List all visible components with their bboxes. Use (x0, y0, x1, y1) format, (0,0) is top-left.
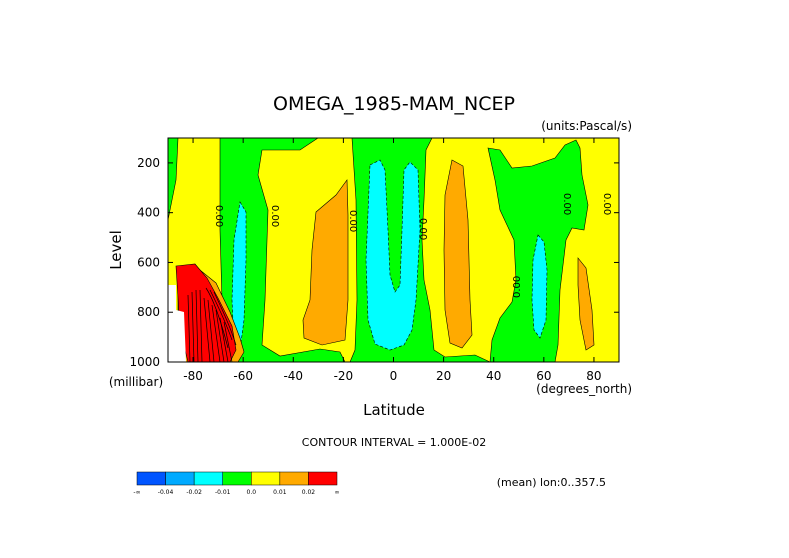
contour-labels: 0.00 0.00 0.00 0.00 0.00 0.00 0.00 (213, 193, 612, 298)
y-tick-label: 1000 (129, 355, 160, 369)
x-tick-label: -60 (233, 369, 253, 383)
x-tick-label: 0 (390, 369, 398, 383)
colorbar-label: ∞ (335, 489, 340, 496)
colorbar-label: -0.02 (186, 489, 202, 496)
colorbar-label: 0.0 (247, 489, 257, 496)
contour-label: 0.00 (601, 193, 612, 215)
units-label: (units:Pascal/s) (541, 119, 632, 133)
contour-label: 0.00 (269, 205, 280, 227)
y-unit-label: (millibar) (109, 375, 163, 389)
colorbar-label: 0.01 (273, 489, 287, 496)
x-axis: -80 -60 -40 -20 0 20 40 60 80 (183, 138, 602, 383)
contour-label: 0.00 (561, 193, 572, 215)
y-axis: 200 400 600 800 1000 (129, 156, 619, 369)
contour-label: 0.00 (347, 210, 358, 232)
colorbar-swatch (136, 471, 166, 486)
cyan-nh-midlat (531, 234, 548, 339)
orange-nh-subtropics (443, 159, 473, 349)
colorbar-swatch (165, 471, 195, 486)
colorbar-label: -0.04 (158, 489, 174, 496)
chart-title: OMEGA_1985-MAM_NCEP (273, 93, 515, 115)
colorbar-label: -∞ (133, 489, 140, 496)
colorbar-swatch (193, 471, 223, 486)
colorbar-swatch (251, 471, 281, 486)
contour-label: 0.00 (512, 276, 523, 298)
x-unit-label: (degrees_north) (536, 382, 632, 396)
y-tick-label: 600 (137, 255, 160, 269)
x-tick-label: -80 (183, 369, 203, 383)
contour-label: 0.00 (213, 205, 224, 227)
mean-note: (mean) lon:0..357.5 (497, 476, 606, 489)
colorbar-label: -0.01 (215, 489, 231, 496)
x-axis-label: Latitude (363, 401, 425, 419)
colorbar-swatch (279, 471, 309, 486)
colorbar-swatch (222, 471, 252, 486)
x-tick-label: 20 (436, 369, 451, 383)
orange-nh-polar (577, 257, 595, 351)
x-tick-label: -20 (334, 369, 354, 383)
topography-mask (168, 285, 186, 362)
cyan-sp (231, 201, 247, 351)
dense-contours (187, 287, 237, 362)
cyan-tropics (365, 159, 421, 351)
y-tick-label: 400 (137, 206, 160, 220)
x-tick-label: 80 (586, 369, 601, 383)
y-tick-label: 200 (137, 156, 160, 170)
contour-field: 0.00 0.00 0.00 0.00 0.00 0.00 0.00 (168, 138, 619, 362)
x-tick-label: 60 (536, 369, 551, 383)
y-tick-label: 800 (137, 305, 160, 319)
contour-interval-label: CONTOUR INTERVAL = 1.000E-02 (302, 436, 486, 449)
x-tick-label: -40 (283, 369, 303, 383)
colorbar-swatch (308, 471, 338, 486)
colorbar: -∞ -0.04 -0.02 -0.01 0.0 0.01 0.02 ∞ (133, 471, 340, 496)
contour-label: 0.00 (417, 218, 428, 240)
orange-sp (302, 179, 349, 346)
y-axis-label: Level (107, 230, 125, 270)
colorbar-label: 0.02 (302, 489, 316, 496)
x-tick-label: 40 (486, 369, 501, 383)
